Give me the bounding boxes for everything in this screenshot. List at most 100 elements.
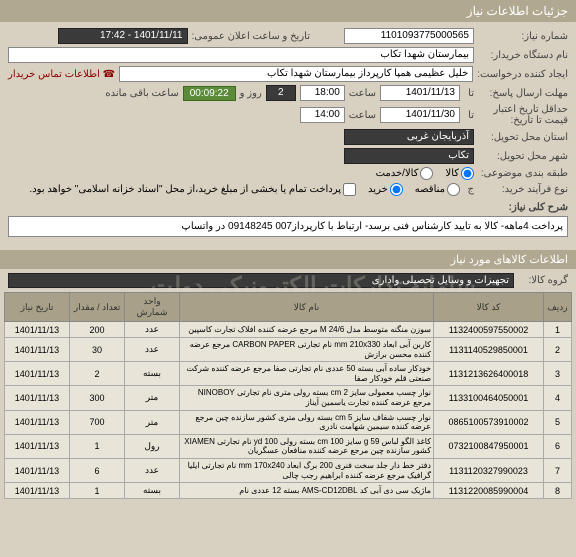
table-container: سامانه تدارکات الکترونیکی دولت مرکز تماس… [0, 292, 576, 499]
response-deadline-label: مهلت ارسال پاسخ: [478, 88, 568, 99]
day-label: روز و [240, 88, 262, 99]
table-row[interactable]: 3 1131213626400018 خودکار ساده آبی بسته … [5, 362, 572, 386]
cell-qty: 1 [70, 483, 125, 499]
process-checkbox[interactable]: پرداخت تمام یا بخشی از مبلغ خرید،از محل … [29, 183, 356, 196]
category-label: طبقه بندی موضوعی: [478, 168, 568, 179]
time-label-2: ساعت [349, 110, 376, 121]
cell-date: 1401/11/13 [5, 322, 70, 338]
goods-radio[interactable]: کالا [445, 167, 474, 180]
cell-row: 1 [544, 322, 572, 338]
province-label: استان محل تحویل: [478, 132, 568, 143]
cell-qty: 1 [70, 434, 125, 458]
creator-label: ایجاد کننده درخواست: [477, 69, 568, 80]
cell-unit: عدد [125, 458, 180, 482]
cell-code: 1131140529850001 [434, 338, 544, 362]
cell-row: 8 [544, 483, 572, 499]
table-row[interactable]: 2 1131140529850001 کاربن آبی ابعاد mm 21… [5, 338, 572, 362]
process-letter: ج [464, 184, 474, 195]
table-row[interactable]: 4 1133100464050001 نوار چسب معمولی سایز … [5, 386, 572, 410]
cell-date: 1401/11/13 [5, 458, 70, 482]
need-number-field: 1101093775000565 [344, 28, 474, 44]
col-date: تاریخ نیاز [5, 293, 70, 322]
buyer-label: نام دستگاه خریدار: [478, 50, 568, 61]
cell-unit: متر [125, 386, 180, 410]
cell-row: 2 [544, 338, 572, 362]
ta-label-2: تا [464, 110, 474, 121]
public-date-label: تاریخ و ساعت اعلان عمومی: [192, 31, 311, 42]
cell-date: 1401/11/13 [5, 410, 70, 434]
cell-qty: 2 [70, 362, 125, 386]
col-row: ردیف [544, 293, 572, 322]
cell-date: 1401/11/13 [5, 386, 70, 410]
col-qty: تعداد / مقدار [70, 293, 125, 322]
validity-label: حداقل تاریخ اعتبارقیمت تا تاریخ: [478, 104, 568, 126]
time-label-1: ساعت [349, 88, 376, 99]
cell-unit: عدد [125, 322, 180, 338]
cell-unit: بسته [125, 483, 180, 499]
group-label: گروه کالا: [518, 275, 568, 286]
cell-date: 1401/11/13 [5, 483, 70, 499]
cell-qty: 6 [70, 458, 125, 482]
cell-code: 1131220085990004 [434, 483, 544, 499]
cell-name: نوار چسب شفاف سایز cm 5 بسته رولی متری ک… [180, 410, 434, 434]
col-unit: واحد شمارش [125, 293, 180, 322]
table-row[interactable]: 7 1131120327990023 دفتر خط دار جلد سخت ف… [5, 458, 572, 482]
cell-name: سوزن منگنه متوسط مدل M 24/6 مرجع عرضه کن… [180, 322, 434, 338]
cell-code: 0732100847950001 [434, 434, 544, 458]
cell-qty: 700 [70, 410, 125, 434]
cell-code: 0865100573910002 [434, 410, 544, 434]
category-radio-group: کالا کالا/خدمت [376, 167, 474, 180]
cell-row: 6 [544, 434, 572, 458]
public-date-field: 1401/11/11 - 17:42 [58, 28, 188, 44]
process-label: نوع فرآیند خرید: [478, 184, 568, 195]
col-code: کد کالا [434, 293, 544, 322]
cell-code: 1132400597550002 [434, 322, 544, 338]
table-row[interactable]: 1 1132400597550002 سوزن منگنه متوسط مدل … [5, 322, 572, 338]
cell-date: 1401/11/13 [5, 338, 70, 362]
cell-name: نوار چسب معمولی سایز cm 2 بسته رولی متری… [180, 386, 434, 410]
cell-name: خودکار ساده آبی بسته 50 عددی نام تجارتی … [180, 362, 434, 386]
cell-unit: متر [125, 410, 180, 434]
cell-name: کاربن آبی ابعاد mm 210x330 نام تجارتی CA… [180, 338, 434, 362]
page-header: جزئیات اطلاعات نیاز [0, 0, 576, 22]
response-time-field: 18:00 [300, 85, 345, 101]
city-label: شهر محل تحویل: [478, 151, 568, 162]
table-row[interactable]: 6 0732100847950001 کاغذ الگو لباس g 59 س… [5, 434, 572, 458]
province-field[interactable]: آذربایجان غربی [344, 129, 474, 145]
table-header-row: ردیف کد کالا نام کالا واحد شمارش تعداد /… [5, 293, 572, 322]
need-number-label: شماره نیاز: [478, 31, 568, 42]
service-radio[interactable]: کالا/خدمت [376, 167, 434, 180]
buyer-field: بیمارستان شهدا تکاب [8, 47, 474, 63]
items-section-header: اطلاعات کالاهای مورد نیاز [0, 250, 576, 269]
group-select[interactable]: تجهیزات و وسایل تحصیلی واداری [8, 273, 514, 288]
form-section: شماره نیاز: 1101093775000565 تاریخ و ساع… [0, 22, 576, 246]
tender-radio[interactable]: مناقصه [415, 183, 460, 196]
cell-row: 3 [544, 362, 572, 386]
table-row[interactable]: 8 1131220085990004 ماژیک سی دی آبی کد AM… [5, 483, 572, 499]
desc-title-label: شرح کلی نیاز: [478, 202, 568, 213]
cell-unit: عدد [125, 338, 180, 362]
validity-date-field: 1401/11/30 [380, 107, 460, 123]
description-field: پرداخت 4ماهه- کالا به تایید کارشناس فنی … [8, 216, 568, 237]
days-field: 2 [266, 85, 296, 101]
validity-time-field: 14:00 [300, 107, 345, 123]
cell-name: ماژیک سی دی آبی کد AMS-CD12DBL بسته 12 ع… [180, 483, 434, 499]
cell-code: 1131213626400018 [434, 362, 544, 386]
cell-code: 1133100464050001 [434, 386, 544, 410]
table-row[interactable]: 5 0865100573910002 نوار چسب شفاف سایز cm… [5, 410, 572, 434]
cell-unit: رول [125, 434, 180, 458]
cell-name: کاغذ الگو لباس g 59 سایز cm 100 بسته رول… [180, 434, 434, 458]
col-name: نام کالا [180, 293, 434, 322]
contact-link[interactable]: ☎ اطلاعات تماس خریدار [8, 69, 115, 80]
cell-qty: 200 [70, 322, 125, 338]
city-field[interactable]: تکاب [344, 148, 474, 164]
creator-field: خلیل عظیمی همپا کارپرداز بیمارستان شهدا … [119, 66, 473, 82]
cell-date: 1401/11/13 [5, 362, 70, 386]
cell-unit: بسته [125, 362, 180, 386]
process-radio-group: مناقصه خرید [368, 183, 460, 196]
cell-row: 7 [544, 458, 572, 482]
cell-date: 1401/11/13 [5, 434, 70, 458]
cell-code: 1131120327990023 [434, 458, 544, 482]
purchase-radio[interactable]: خرید [368, 183, 403, 196]
response-date-field: 1401/11/13 [380, 85, 460, 101]
